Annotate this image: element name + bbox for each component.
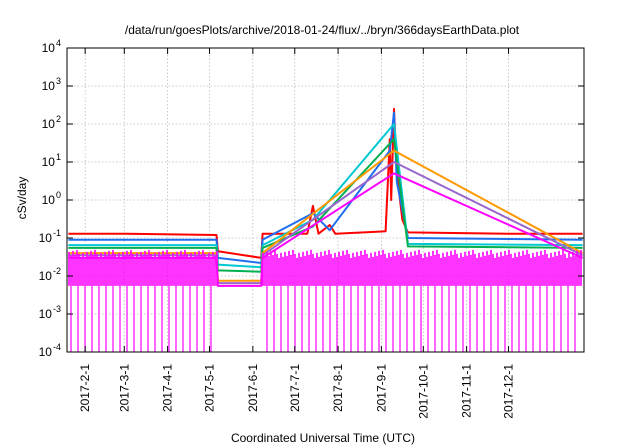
y-tick-label: 10-1 <box>39 228 61 245</box>
x-tick-label: 2017-8-1 <box>331 364 345 412</box>
x-tick-label: 2017-2-1 <box>78 364 92 412</box>
y-tick-label: 102 <box>42 114 61 131</box>
y-tick-label: 100 <box>42 190 61 207</box>
x-tick-label: 2017-11-1 <box>460 364 474 418</box>
x-tick-label: 2017-5-1 <box>203 364 217 412</box>
y-tick-label: 101 <box>42 152 61 169</box>
y-tick-label: 103 <box>42 76 61 93</box>
x-tick-label: 2017-9-1 <box>374 364 388 412</box>
series-line-3 <box>68 123 583 269</box>
chart-title: /data/run/goesPlots/archive/2018-01-24/f… <box>125 23 520 37</box>
y-tick-label: 10-4 <box>39 342 61 359</box>
x-tick-label: 2017-4-1 <box>161 364 175 412</box>
magenta-drop-spikes <box>70 285 576 352</box>
series-line-1 <box>68 107 583 259</box>
x-tick-label: 2017-12-1 <box>502 364 516 419</box>
plot-area <box>68 107 584 352</box>
magenta-noise-band <box>68 249 582 286</box>
series-layer <box>68 107 584 352</box>
x-tick-label: 2017-10-1 <box>416 364 430 419</box>
y-tick-label: 104 <box>42 38 61 55</box>
y-tick-label: 10-3 <box>39 304 61 321</box>
x-tick-label: 2017-7-1 <box>288 364 302 412</box>
x-axis-label: Coordinated Universal Time (UTC) <box>231 431 415 445</box>
series-line-2 <box>68 111 583 264</box>
x-tick-label: 2017-3-1 <box>117 364 131 412</box>
y-tick-label: 10-2 <box>39 266 61 283</box>
ticks: 10-4 10-3 10-2 10-1 100 101 102 103 104 2017-2-1 2… <box>39 38 584 419</box>
x-tick-label: 2017-6-1 <box>246 364 260 412</box>
grid <box>67 48 584 352</box>
y-axis-label: cSv/day <box>15 177 29 220</box>
